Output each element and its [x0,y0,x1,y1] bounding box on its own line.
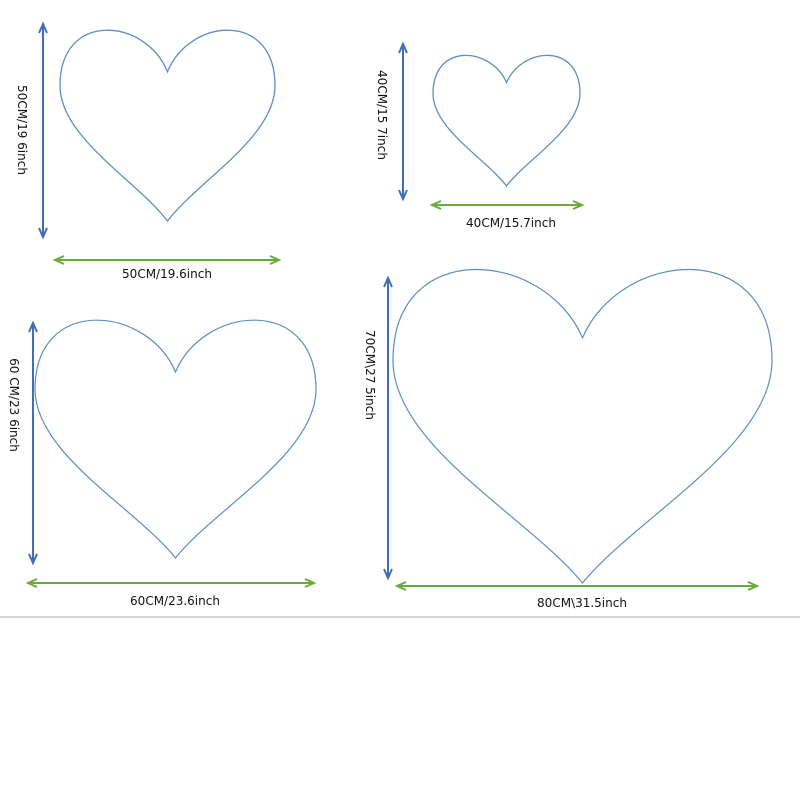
heart-outline [392,268,773,584]
height-arrow [383,275,393,581]
height-label: 70CM\27 5inch [363,330,377,420]
heart-outline [59,29,276,223]
divider-line [0,616,800,618]
width-label: 60CM/23.6inch [130,594,220,608]
width-label: 40CM/15.7inch [466,216,556,230]
heart-outline [34,319,317,559]
height-label: 60 CM/23 6inch [7,358,21,452]
height-label: 40CM/15 7inch [375,70,389,160]
heart-80cm: 70CM\27 5inch 80CM\31.5inch [363,268,773,610]
heart-outline [432,54,581,188]
heart-50cm: 50CM/19 6inch 50CM/19.6inch [15,21,282,281]
height-arrow [28,320,38,566]
width-arrow [25,578,317,588]
width-arrow [429,200,585,210]
heart-60cm: 60 CM/23 6inch 60CM/23.6inch [7,319,317,608]
heart-40cm: 40CM/15 7inch 40CM/15.7inch [375,41,585,230]
width-label: 80CM\31.5inch [537,596,627,610]
width-label: 50CM/19.6inch [122,267,212,281]
width-arrow [394,581,760,591]
width-arrow [52,255,282,265]
height-label: 50CM/19 6inch [15,85,29,175]
height-arrow [38,21,48,240]
height-arrow [398,41,408,202]
